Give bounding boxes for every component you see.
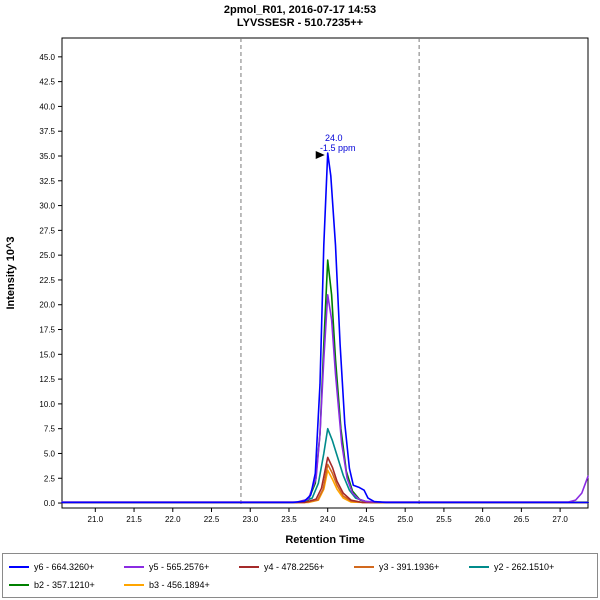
series-lines <box>61 152 589 504</box>
legend-swatch-icon <box>469 566 489 568</box>
legend-label: y2 - 262.1510+ <box>494 562 555 572</box>
x-tick-label: 24.5 <box>359 515 375 524</box>
x-tick-label: 24.0 <box>320 515 336 524</box>
legend-label: b2 - 357.1210+ <box>34 580 95 590</box>
peak-ppm-label: -1.5 ppm <box>320 143 356 153</box>
legend-item: b2 - 357.1210+ <box>9 576 124 594</box>
y-tick-label: 0.0 <box>44 499 56 508</box>
legend-item: y6 - 664.3260+ <box>9 558 124 576</box>
x-tick-label: 23.0 <box>242 515 258 524</box>
y-tick-label: 25.0 <box>39 251 55 260</box>
y-tick-label: 5.0 <box>44 449 56 458</box>
x-tick-label: 22.0 <box>165 515 181 524</box>
x-axis-label: Retention Time <box>285 534 364 546</box>
legend-label: y6 - 664.3260+ <box>34 562 95 572</box>
y-axis-label: Intensity 10^3 <box>5 236 17 309</box>
legend-item: b3 - 456.1894+ <box>124 576 239 594</box>
x-tick-label: 26.0 <box>475 515 491 524</box>
x-tick-label: 27.0 <box>552 515 568 524</box>
plot-border <box>61 37 589 509</box>
y-tick-label: 2.5 <box>44 474 56 483</box>
legend-item: y3 - 391.1936+ <box>354 558 469 576</box>
y-tick-label: 30.0 <box>39 202 55 211</box>
y-tick-label: 7.5 <box>44 425 56 434</box>
x-tick-label: 21.0 <box>88 515 104 524</box>
legend-swatch-icon <box>124 566 144 568</box>
legend: y6 - 664.3260+ y5 - 565.2576+ y4 - 478.225… <box>2 553 598 598</box>
series-y4 <box>61 456 589 504</box>
y-tick-label: 45.0 <box>39 53 55 62</box>
y-tick-label: 17.5 <box>39 326 55 335</box>
x-tick-label: 25.0 <box>397 515 413 524</box>
legend-item: y5 - 565.2576+ <box>124 558 239 576</box>
legend-swatch-icon <box>9 584 29 586</box>
y-tick-label: 15.0 <box>39 350 55 359</box>
legend-item: y2 - 262.1510+ <box>469 558 584 576</box>
x-axis-ticks <box>94 508 561 512</box>
x-tick-label: 23.5 <box>281 515 297 524</box>
x-tick-label: 26.5 <box>514 515 530 524</box>
y-tick-label: 35.0 <box>39 152 55 161</box>
legend-label: y5 - 565.2576+ <box>149 562 210 572</box>
x-tick-label: 21.5 <box>126 515 142 524</box>
y-tick-label: 42.5 <box>39 78 55 87</box>
y-tick-label: 32.5 <box>39 177 55 186</box>
y-tick-label: 20.0 <box>39 301 55 310</box>
y-tick-label: 40.0 <box>39 102 55 111</box>
legend-label: b3 - 456.1894+ <box>149 580 210 590</box>
x-tick-label: 22.5 <box>204 515 220 524</box>
y-tick-label: 27.5 <box>39 226 55 235</box>
y-tick-label: 10.0 <box>39 400 55 409</box>
x-tick-label: 25.5 <box>436 515 452 524</box>
legend-label: y3 - 391.1936+ <box>379 562 440 572</box>
peak-arrow-icon <box>315 151 325 160</box>
legend-label: y4 - 478.2256+ <box>264 562 325 572</box>
series-y6 <box>61 152 589 504</box>
legend-item: y4 - 478.2256+ <box>239 558 354 576</box>
chart-title: 2pmol_R01, 2016-07-17 14:53 <box>223 4 377 16</box>
y-tick-label: 12.5 <box>39 375 55 384</box>
chart-subtitle: LYVSSESR - 510.7235++ <box>236 17 364 29</box>
y-tick-label: 22.5 <box>39 276 55 285</box>
y-axis-ticks <box>58 56 62 504</box>
legend-swatch-icon <box>239 566 259 568</box>
peak-rt-label: 24.0 <box>325 133 343 143</box>
plot-area[interactable]: 21.0 21.5 22.0 22.5 23.0 23.5 24.0 24.5 25.0 25.5… <box>0 30 600 552</box>
legend-swatch-icon <box>354 566 374 568</box>
legend-swatch-icon <box>124 584 144 586</box>
y-tick-label: 37.5 <box>39 127 55 136</box>
chart-titles: 2pmol_R01, 2016-07-17 14:53 LYVSSESR - 5… <box>0 4 600 30</box>
legend-swatch-icon <box>9 566 29 568</box>
